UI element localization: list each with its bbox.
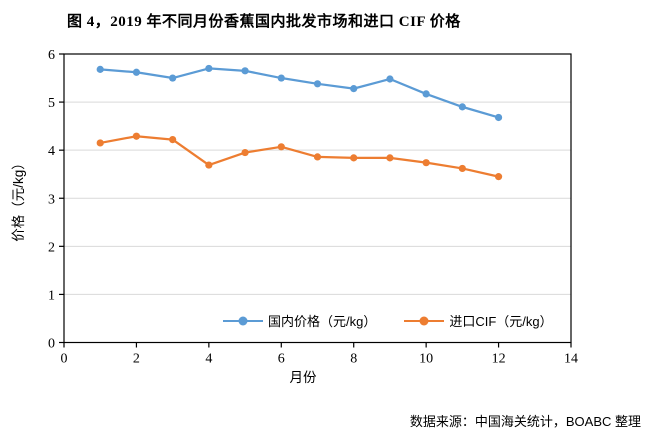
svg-text:1: 1: [48, 288, 55, 303]
svg-text:10: 10: [419, 352, 433, 367]
svg-text:8: 8: [350, 352, 357, 367]
data-source-note: 数据来源：中国海关统计，BOABC 整理: [409, 414, 641, 429]
svg-text:4: 4: [48, 144, 55, 159]
y-axis-title: 价格（元/kg）: [11, 156, 26, 242]
svg-text:6: 6: [278, 352, 285, 367]
chart-title: 图 4，2019 年不同月份香蕉国内批发市场和进口 CIF 价格: [67, 14, 461, 30]
chart-legend: 国内价格（元/kg） 进口CIF（元/kg）: [223, 311, 553, 330]
svg-text:0: 0: [61, 352, 68, 367]
legend-item-import-cif: 进口CIF（元/kg）: [404, 311, 553, 330]
legend-item-domestic-price: 国内价格（元/kg）: [223, 311, 376, 330]
legend-label-domestic-price: 国内价格（元/kg）: [268, 314, 377, 329]
svg-text:0: 0: [48, 337, 55, 352]
svg-text:14: 14: [564, 352, 578, 367]
import-cif-series-swatch-icon: [404, 315, 445, 327]
svg-text:6: 6: [48, 48, 55, 63]
svg-text:12: 12: [492, 352, 506, 367]
svg-text:5: 5: [48, 96, 55, 111]
svg-text:4: 4: [205, 352, 212, 367]
svg-text:2: 2: [48, 240, 55, 255]
svg-text:2: 2: [133, 352, 140, 367]
domestic-series-swatch-icon: [223, 315, 263, 327]
legend-label-import-cif: 进口CIF（元/kg）: [449, 314, 553, 329]
x-axis-title: 月份: [289, 370, 317, 385]
svg-text:3: 3: [48, 192, 55, 207]
